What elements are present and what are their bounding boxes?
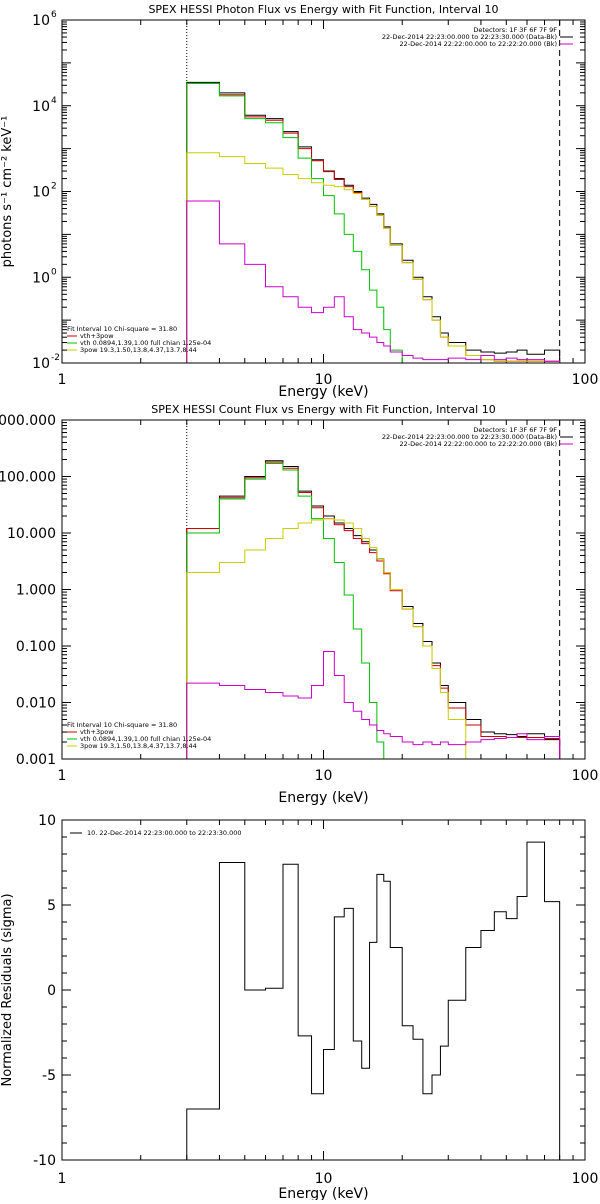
- legend-bottom: Fit Interval 10 Chi-square = 31.80vth+3p…: [67, 721, 211, 750]
- series-line-residuals: [186, 841, 561, 1160]
- x-tick-label: 100: [572, 372, 599, 388]
- series-line-data: [186, 81, 561, 363]
- y-axis-label: photons s⁻¹ cm⁻² keV⁻¹: [0, 116, 15, 268]
- legend-top: 10. 22-Dec-2014 22:23:00.000 to 22:23:30…: [70, 829, 242, 837]
- x-tick-label: 100: [572, 768, 599, 784]
- x-axis-label: Energy (keV): [278, 384, 368, 400]
- x-tick-label: 10: [315, 372, 333, 388]
- y-tick-exponent: 2: [51, 182, 57, 192]
- legend-header: Detectors: 1F 3F 6F 7F 9F: [473, 26, 557, 34]
- y-tick-label: 10: [32, 270, 50, 286]
- legend-entry: vth 0.0894,1.39,1.00 full chian 1.25e-04: [80, 735, 211, 743]
- x-tick-label: 1: [58, 372, 67, 388]
- legend-entry: 22-Dec-2014 22:23:00.000 to 22:23:30.000…: [382, 433, 557, 441]
- legend-entry: 22-Dec-2014 22:22:00.000 to 22:22:20.000…: [400, 440, 558, 448]
- y-tick-label: 0: [47, 983, 56, 999]
- legend-entry: 10. 22-Dec-2014 22:23:00.000 to 22:23:30…: [87, 829, 242, 837]
- chart-title: SPEX HESSI Photon Flux vs Energy with Fi…: [148, 3, 498, 16]
- y-tick-label: 10: [32, 356, 50, 372]
- axis-ticks: [61, 20, 585, 364]
- y-tick-label: 10: [32, 13, 50, 29]
- x-tick-label: 100: [572, 1171, 599, 1187]
- series-group: [186, 460, 561, 759]
- x-axis-label: Energy (keV): [278, 1186, 368, 1200]
- x-tick-label: 1: [58, 768, 67, 784]
- legend-entry: 22-Dec-2014 22:22:00.000 to 22:22:20.000…: [400, 40, 558, 48]
- y-tick-label: 1.000: [16, 583, 56, 599]
- x-tick-label: 10: [315, 1171, 333, 1187]
- series-line-power: [186, 152, 561, 363]
- series-line-thermal: [186, 83, 561, 363]
- y-tick-label: -10: [33, 1153, 56, 1169]
- fit-summary: Fit Interval 10 Chi-square = 31.80: [67, 721, 177, 729]
- x-tick-label: 10: [315, 768, 333, 784]
- y-tick-label: 100.000: [0, 470, 56, 486]
- series-group: [186, 81, 561, 363]
- y-tick-label: 10: [38, 813, 56, 829]
- legend-entry: vth+3pow: [80, 728, 114, 736]
- y-tick-label: 10: [32, 99, 50, 115]
- series-line-power: [186, 518, 561, 759]
- y-tick-label: 0.100: [16, 639, 56, 655]
- y-tick-label: 0.010: [16, 696, 56, 712]
- y-tick-exponent: 6: [51, 10, 57, 20]
- plot-frame: [61, 819, 586, 1161]
- y-tick-label: 0.001: [16, 752, 56, 768]
- legend-header: Detectors: 1F 3F 6F 7F 9F: [473, 426, 557, 434]
- chart-panel-2: SPEX HESSI Count Flux vs Energy with Fit…: [0, 403, 599, 806]
- x-axis-label: Energy (keV): [278, 790, 368, 806]
- series-line-background: [186, 200, 561, 363]
- legend-entry: vth 0.0894,1.39,1.00 full chian 1.25e-04: [80, 339, 211, 347]
- fit-summary: Fit Interval 10 Chi-square = 31.80: [67, 325, 177, 333]
- y-tick-label: 5: [47, 898, 56, 914]
- plot-frame: [61, 419, 586, 760]
- y-tick-exponent: 0: [51, 267, 57, 277]
- y-axis-label: Normalized Residuals (sigma): [0, 893, 15, 1086]
- plot-frame: [61, 19, 586, 364]
- series-group: [186, 841, 561, 1160]
- legend-entry: 3pow 19.3,1.50,13.8,4.37,13.7,8.44: [80, 742, 197, 750]
- legend-entry: 22-Dec-2014 22:23:00.000 to 22:23:30.000…: [382, 33, 557, 41]
- legend-entry: 3pow 19.3,1.50,13.8,4.37,13.7,8.44: [80, 346, 197, 354]
- series-line-thermal: [186, 462, 561, 759]
- y-tick-label: -5: [42, 1068, 56, 1084]
- y-tick-label: 10: [32, 185, 50, 201]
- legend-bottom: Fit Interval 10 Chi-square = 31.80vth+3p…: [67, 325, 211, 354]
- y-tick-exponent: -2: [51, 353, 60, 363]
- y-tick-exponent: 4: [51, 96, 57, 106]
- chart-panel-1: SPEX HESSI Photon Flux vs Energy with Fi…: [0, 3, 599, 400]
- legend-entry: vth+3pow: [80, 332, 114, 340]
- chart-title: SPEX HESSI Count Flux vs Energy with Fit…: [151, 403, 495, 416]
- x-tick-label: 1: [58, 1171, 67, 1187]
- series-line-background: [186, 650, 561, 759]
- y-tick-label: 10.000: [7, 526, 56, 542]
